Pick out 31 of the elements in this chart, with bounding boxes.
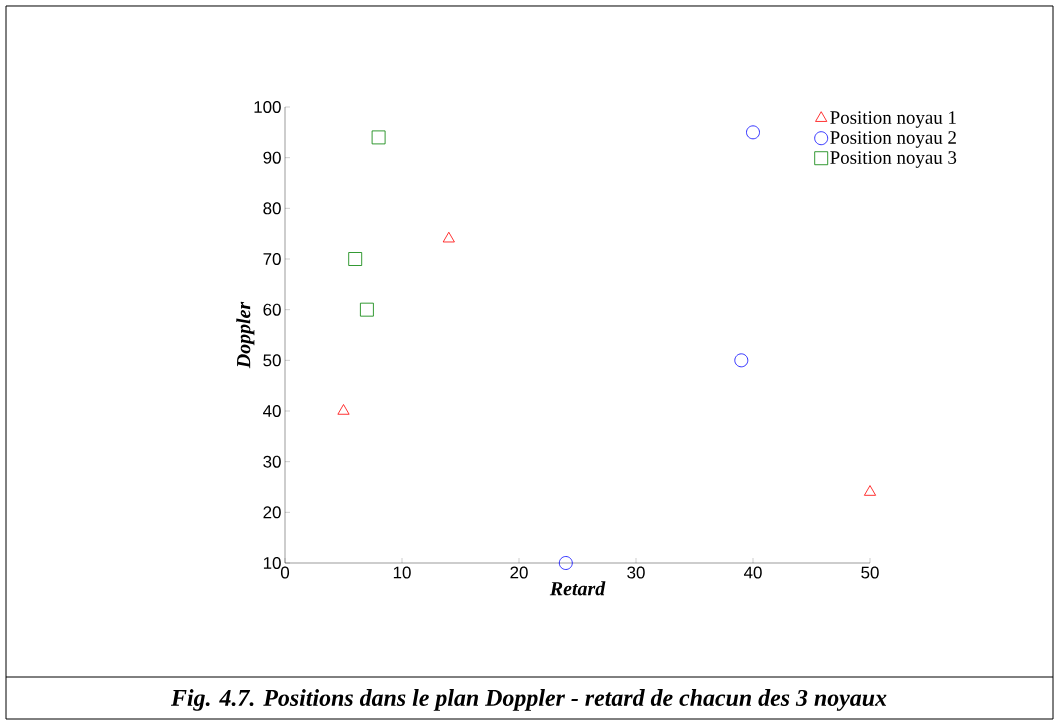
point	[348, 252, 363, 266]
x-tick-label: 40	[743, 566, 762, 579]
point	[371, 130, 386, 145]
y-tick-label: 50	[263, 354, 281, 367]
legend-label: Position noyau 2	[830, 131, 956, 148]
point	[360, 302, 374, 317]
x-tick-label: 50	[861, 566, 879, 579]
point	[863, 485, 877, 496]
point	[734, 353, 749, 368]
legend-label: Position noyau 3	[830, 151, 957, 168]
y-tick-label: 90	[263, 151, 281, 164]
y-tick-label: 60	[263, 303, 281, 316]
point	[558, 556, 573, 570]
y-axis-title: Doppler	[236, 301, 255, 369]
point	[442, 231, 455, 243]
point	[746, 125, 760, 140]
y-tick-label: 70	[263, 253, 281, 265]
y-tick-label: 40	[263, 405, 281, 417]
text: Fig. 4.7. Positions dans le plan Doppler - retard de chacun des 3 noyaux	[170, 689, 887, 711]
x-tick-label: 10	[393, 566, 411, 579]
x-tick-label: 0	[280, 566, 290, 579]
y-tick-label: 100	[254, 101, 281, 113]
legend-label: Position noyau 1	[830, 111, 956, 128]
y-tick-label: 80	[263, 202, 281, 215]
y-tick-label: 30	[263, 455, 281, 468]
x-tick-label: 30	[627, 566, 645, 579]
y-tick-label: 20	[263, 506, 281, 519]
x-axis-title: Retard	[549, 581, 606, 596]
point	[337, 404, 350, 415]
y-tick-label: 10	[263, 557, 281, 569]
x-tick-label: 20	[510, 566, 528, 579]
